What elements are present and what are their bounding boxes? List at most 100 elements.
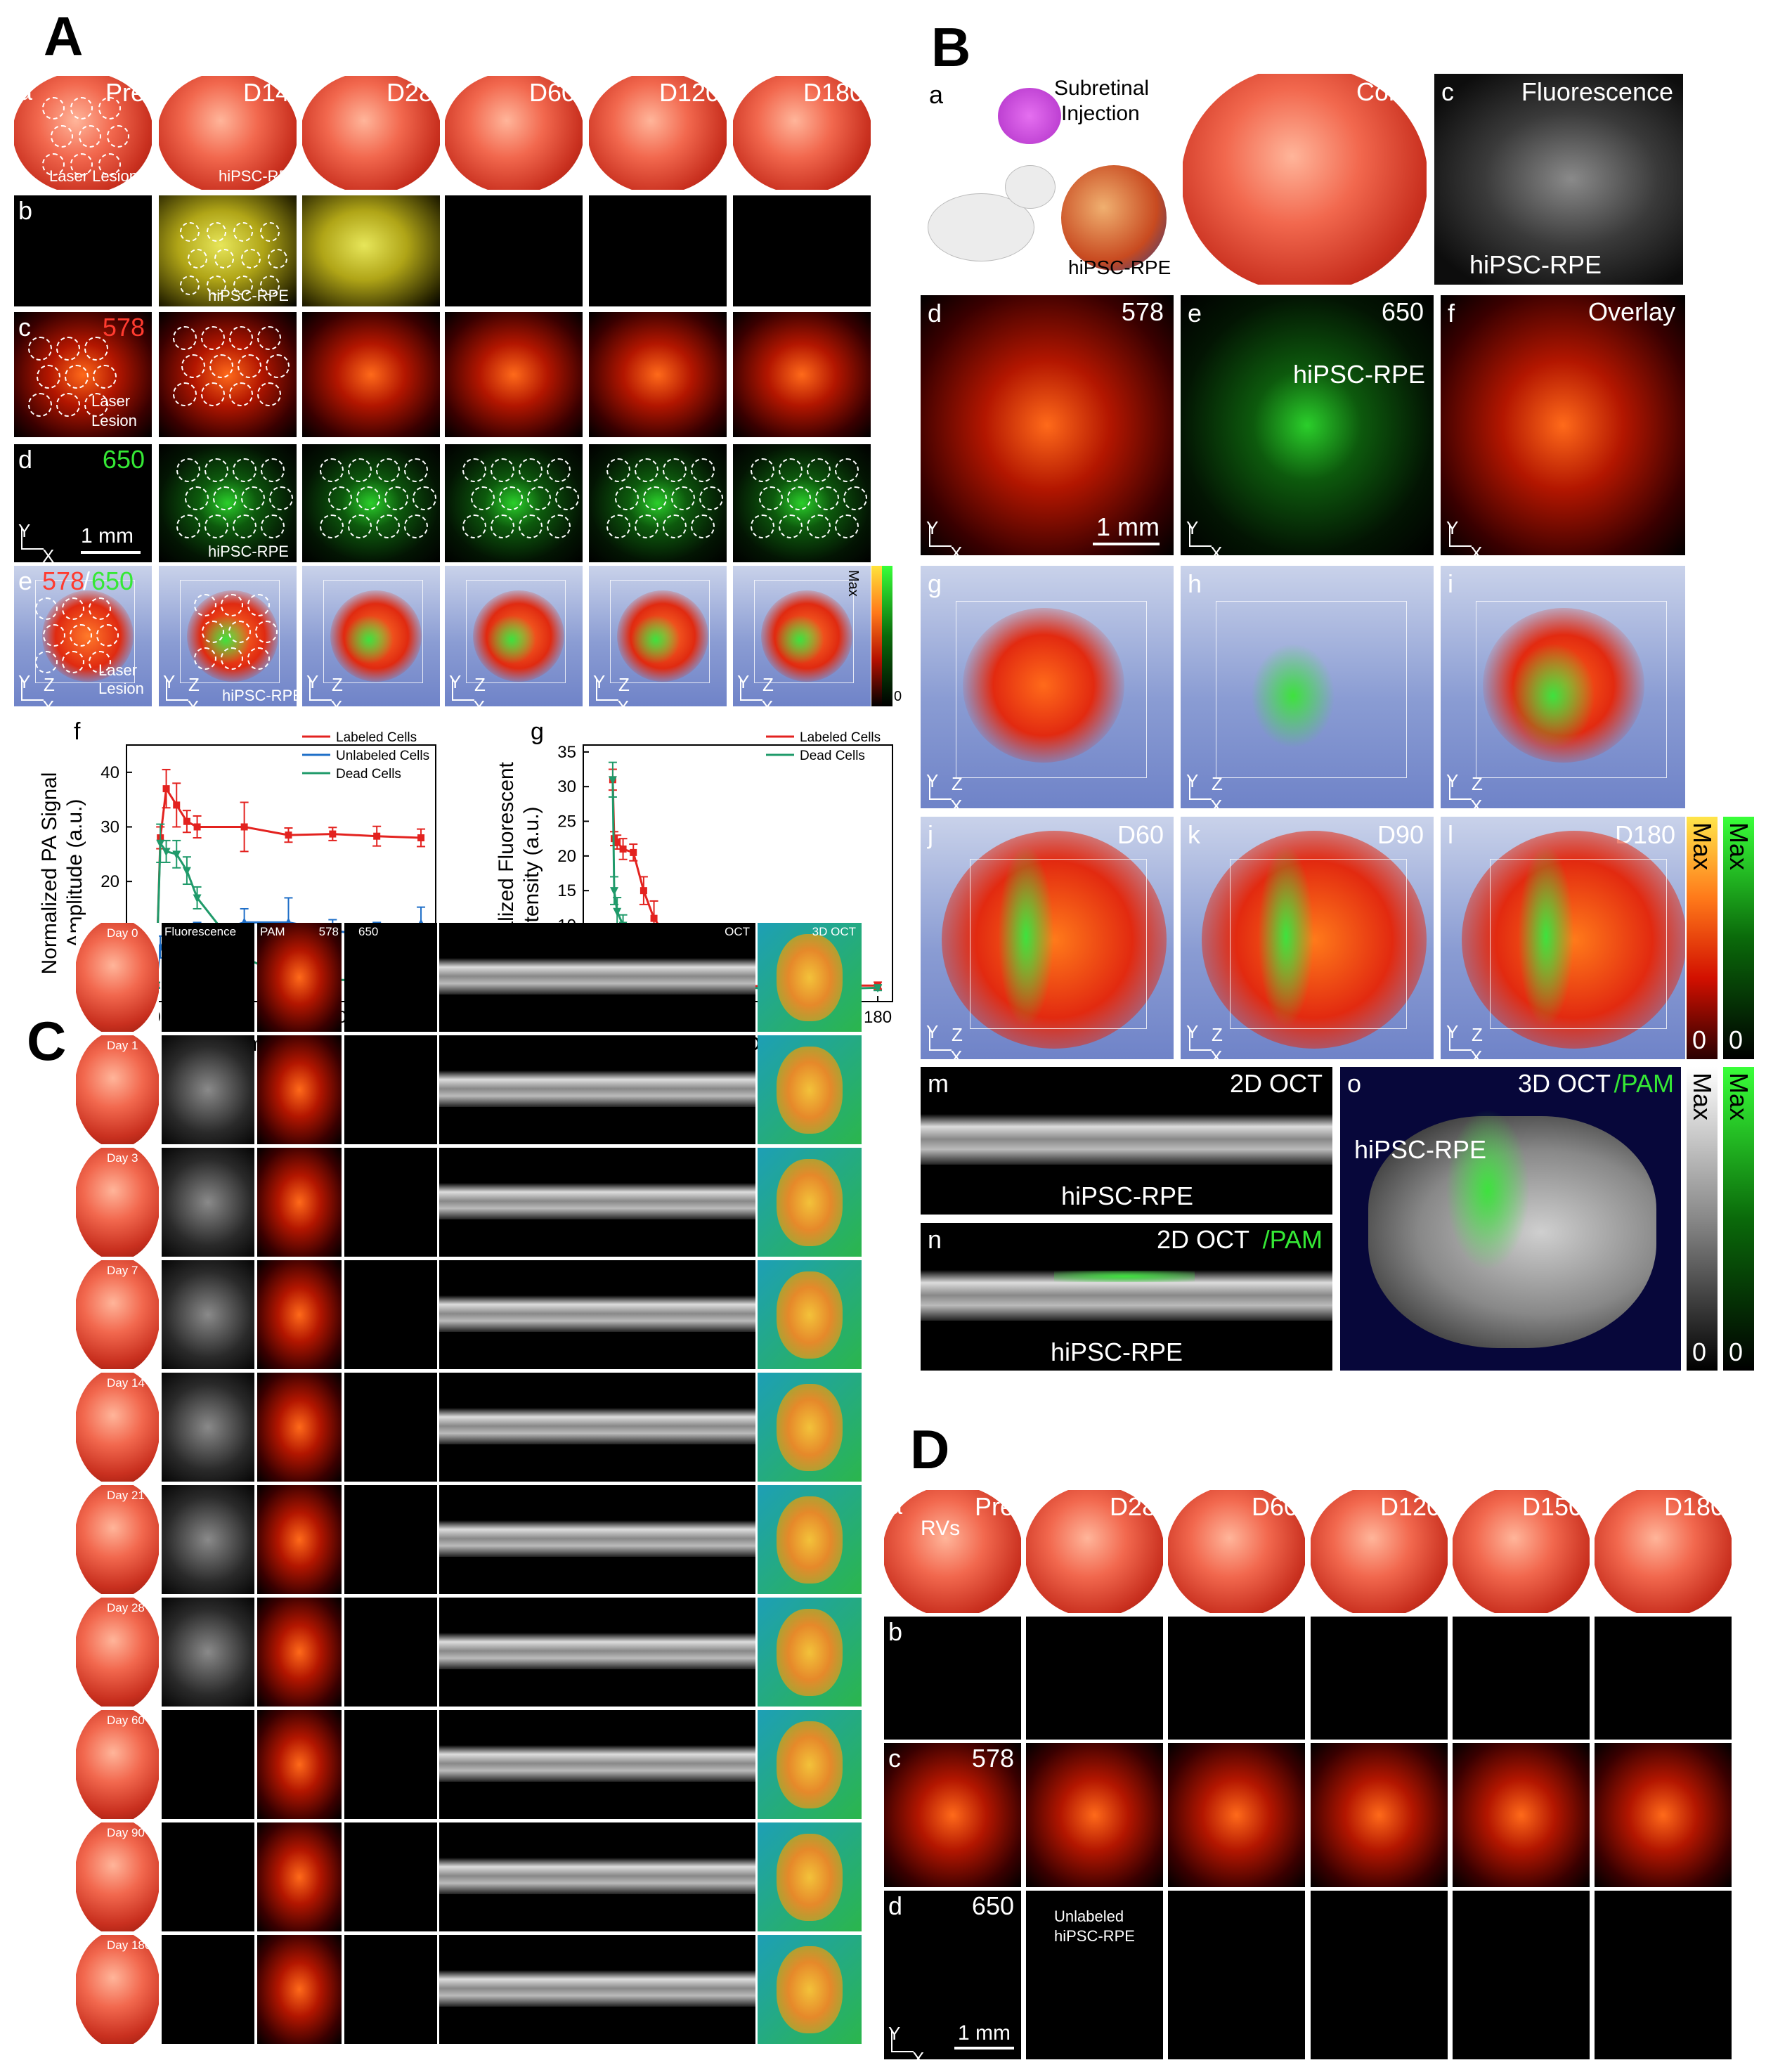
- fluorescence-Day 0: Fluorescence: [162, 923, 254, 1032]
- fundus-disc: [76, 1935, 159, 2044]
- timepoint-label: D60: [1117, 820, 1164, 849]
- day-label: Day 7: [107, 1264, 138, 1277]
- lesion-circle: [787, 486, 811, 510]
- fundus-disc: [76, 1822, 159, 1931]
- fundus-Day 180: j Day 180: [76, 1935, 159, 2044]
- axis-z-label: Z: [1472, 1024, 1483, 1045]
- render-blob-green: [1251, 643, 1335, 749]
- axis-x-label: X: [950, 796, 963, 808]
- day-label: Day 1: [107, 1039, 138, 1052]
- lesion-circle: [247, 647, 270, 670]
- render-box: [956, 601, 1147, 778]
- pam578-D60: [445, 312, 583, 437]
- axis-z-label: Z: [952, 773, 963, 794]
- fundus-D60: D60: [445, 76, 583, 190]
- lesion-circle: [835, 514, 859, 538]
- data-point: [619, 845, 627, 853]
- axis-x-label: X: [42, 545, 55, 562]
- lesion-circle: [547, 514, 571, 538]
- lesion-circle: [519, 514, 543, 538]
- lesion-circle: [615, 486, 639, 510]
- oct-Day 1: [439, 1035, 755, 1144]
- lesion-circle: [176, 514, 200, 538]
- render-box: [1476, 601, 1667, 778]
- axis-lines: [1189, 524, 1212, 547]
- fluorescence-Pre: b: [884, 1617, 1021, 1740]
- pam650-Day 21: [344, 1485, 437, 1594]
- lesion-circle: [207, 276, 226, 295]
- lesion-circle: [93, 365, 117, 389]
- fluorescence-D14: hiPSC-RPE: [159, 195, 297, 306]
- fluorescence-gray: c Fluorescence hiPSC-RPE: [1434, 74, 1683, 285]
- fundus-color: b Color: [1183, 74, 1427, 285]
- pam578-D60: [1168, 1743, 1305, 1887]
- lesion-circle: [835, 458, 859, 482]
- timepoint-label: D180: [803, 78, 864, 107]
- pam650-D120: [589, 444, 727, 562]
- y-tick-label: 40: [100, 763, 119, 782]
- lesion-circle: [843, 486, 867, 510]
- render-D180: l D180 Y X Z: [1441, 817, 1685, 1059]
- row-letter: f: [1448, 299, 1455, 328]
- y-tick-label: 15: [557, 881, 576, 900]
- pam578-Day 14: [257, 1373, 342, 1482]
- fluorescence-D150: [1453, 1617, 1590, 1740]
- lesion-circle: [79, 125, 101, 148]
- lesion-circle: [779, 514, 803, 538]
- row-letter: m: [928, 1069, 949, 1098]
- pam578-Day 90: [257, 1822, 342, 1931]
- lesion-circle: [89, 597, 111, 620]
- timepoint-label: D180: [1663, 1492, 1725, 1521]
- lesion-circle: [228, 621, 252, 643]
- lesion-circle: [62, 651, 84, 673]
- axis-x-label: X: [617, 697, 629, 706]
- lesion-circle: [70, 97, 93, 119]
- axis-lines: [21, 678, 44, 701]
- pam578-D180: [1595, 1743, 1732, 1887]
- data-point: [630, 848, 637, 856]
- oct-band: [439, 1520, 755, 1558]
- pam650-D14: hiPSC-RPE: [159, 444, 297, 562]
- fundus-Day 14: e Day 14: [76, 1373, 159, 1482]
- render-box: [1230, 859, 1407, 1029]
- pam650-Day 1: [344, 1035, 437, 1144]
- lesion-circle: [180, 222, 200, 242]
- data-point: [874, 984, 883, 993]
- axis-lines: [1189, 1028, 1212, 1051]
- hipsc-label: hiPSC-RPE: [1293, 360, 1426, 389]
- pam650-D60: [445, 444, 583, 562]
- oct-band: [439, 1857, 755, 1895]
- lesion-circle: [201, 382, 225, 406]
- axis-z-label: Z: [952, 1024, 963, 1045]
- lesion-circle: [65, 365, 89, 389]
- fundus-D180: D180: [733, 76, 871, 190]
- fundus-disc: [1183, 74, 1427, 285]
- hipsc-label: hiPSC-RPE: [208, 287, 289, 304]
- axis-lines: [1449, 777, 1472, 800]
- oct3d-label-a: 3D OCT: [1517, 1069, 1611, 1098]
- row-letter: h: [79, 1712, 87, 1728]
- lesion-circle: [815, 486, 839, 510]
- pam650-Day 0: 650: [344, 923, 437, 1032]
- render-box: [754, 580, 854, 683]
- row-letter: e: [18, 566, 33, 595]
- axis-z-label: Z: [188, 674, 200, 695]
- render-blob-red: [942, 831, 1167, 1049]
- timepoint-label: D28: [1109, 1492, 1156, 1521]
- row-letter: o: [1347, 1069, 1362, 1098]
- lesion-circle: [376, 514, 400, 538]
- pam578-D14: [159, 312, 297, 437]
- data-point: [172, 850, 181, 860]
- fluorescence-D180: [1595, 1617, 1732, 1740]
- lesion-circle: [204, 458, 228, 482]
- lesion-circle: [70, 624, 93, 647]
- render-blob-green: [344, 615, 394, 664]
- hipsc-label: hiPSC-RPE: [1051, 1338, 1183, 1366]
- lesion-circle: [268, 249, 288, 268]
- pam578-D28: [302, 312, 440, 437]
- axis-lines: [596, 678, 618, 701]
- pam578-Day 0: PAM 578: [257, 923, 342, 1032]
- label-pam-650: 650: [1381, 297, 1424, 326]
- oct-Day 90: [439, 1822, 755, 1931]
